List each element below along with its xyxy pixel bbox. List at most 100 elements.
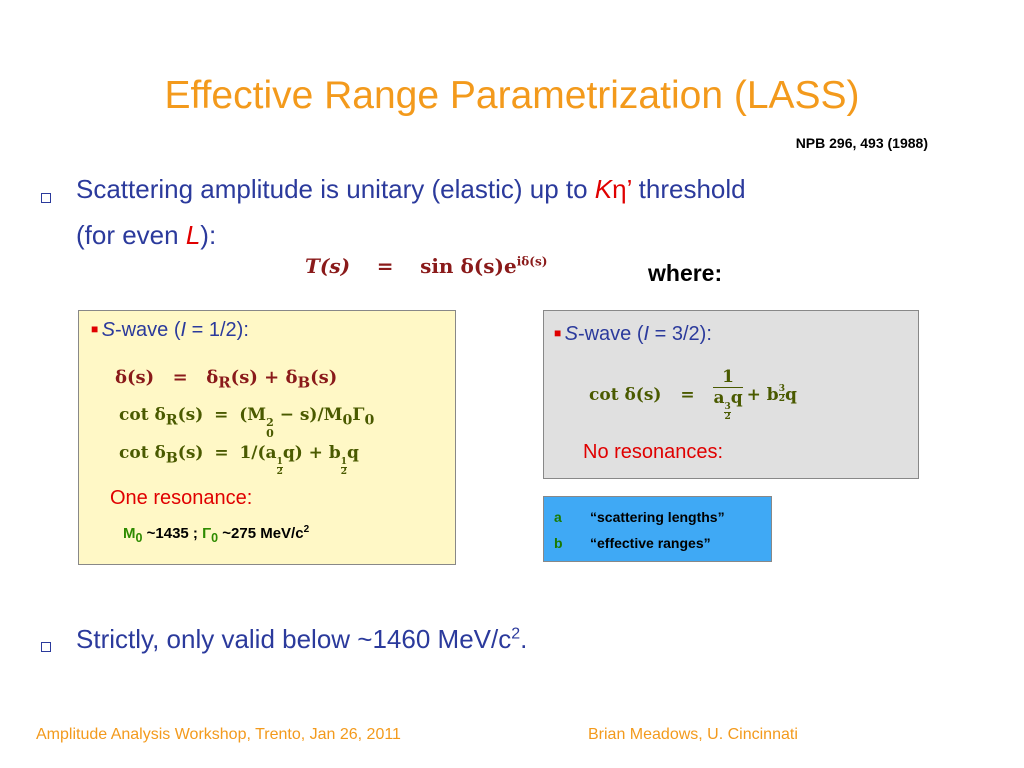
where: where: [648, 260, 723, 286]
text: (for even [76, 220, 186, 250]
text: 2 [340, 467, 347, 477]
text: cot δ [119, 405, 166, 425]
legend-row: b “effective ranges” [554, 535, 711, 551]
text: − s)/M [273, 405, 343, 425]
text: Γ [352, 405, 365, 425]
bullet-text: (for even L): [76, 220, 216, 251]
text: (M [239, 405, 267, 425]
text: R [218, 373, 231, 392]
text: “scattering lengths” [590, 509, 725, 525]
text: = 1/2): [186, 319, 249, 341]
text: Strictly, only valid below ~1460 MeV/c [76, 624, 512, 654]
text: K [594, 174, 613, 204]
text: threshold [631, 174, 746, 204]
text: = [680, 384, 695, 405]
text: 3 [778, 384, 785, 395]
text: T(s) [305, 254, 351, 278]
text: L [185, 220, 201, 250]
footer-left: Amplitude Analysis Workshop, Trento, Jan… [36, 726, 401, 743]
text: q [730, 388, 743, 408]
text: Γ [202, 525, 212, 542]
text: 0 [364, 412, 375, 429]
legend-box: a “scattering lengths” b “effective ranges… [543, 496, 772, 562]
text: “effective ranges” [590, 535, 711, 551]
text: = [172, 367, 188, 388]
formula: cot δR(s) = (M 2 0 − s)/M0Γ0 [119, 405, 374, 439]
bullet-icon [41, 193, 51, 203]
text: + b [746, 384, 779, 405]
text: b [554, 535, 563, 551]
text: ): [200, 220, 217, 250]
text: = [214, 443, 229, 463]
text: (s) [310, 367, 338, 388]
title: Effective Range Parametrization (LASS) [164, 74, 860, 117]
bullet-text: Strictly, only valid below ~1460 MeV/c2. [76, 624, 527, 655]
text: δ [206, 367, 219, 388]
text: . [520, 624, 528, 654]
formula: δ(s) = δR(s) + δB(s) [115, 367, 337, 392]
text: 1/(a [239, 443, 277, 463]
heading: ■ S-wave (I = 3/2): [554, 323, 712, 345]
bullet-icon [41, 642, 51, 652]
text: 2 [276, 467, 283, 477]
text: Scattering amplitude is unitary (elastic… [76, 174, 595, 204]
text: q [784, 384, 797, 405]
text: = [376, 254, 394, 278]
text: ~275 MeV/c [218, 525, 304, 542]
text: (s) [177, 405, 204, 425]
text: q [347, 443, 359, 463]
text: a [554, 509, 562, 525]
text: = 3/2): [649, 323, 712, 345]
text: sin δ(s)e [420, 254, 517, 278]
text: 2 [778, 394, 785, 404]
text: ~1435 ; [142, 525, 203, 542]
formula: T(s) = sin δ(s)eiδ(s) [305, 254, 547, 278]
text: cot δ [119, 443, 166, 463]
text: δ(s) [115, 367, 155, 388]
text: I [180, 319, 187, 341]
text: -wave ( [114, 319, 181, 341]
text: 0 [135, 531, 143, 545]
text: 2 [266, 416, 274, 429]
note: No resonances: [583, 441, 724, 463]
text: 0 [342, 412, 353, 429]
left-box: ■ S-wave (I = 1/2): δ(s) = δR(s) + δB(s) c… [78, 310, 456, 565]
text: a [713, 388, 725, 408]
text: 2 [724, 412, 731, 422]
text: 1 [276, 457, 283, 468]
text: ’ [626, 174, 632, 204]
reference: NPB 296, 493 (1988) [795, 135, 928, 151]
text: -wave ( [577, 323, 644, 345]
text: (s) [177, 443, 204, 463]
text: 0 [266, 427, 274, 440]
text: 1 [340, 457, 347, 468]
text: 1 [713, 367, 743, 388]
footer-right: Brian Meadows, U. Cincinnati [588, 726, 798, 743]
note: One resonance: [110, 487, 253, 509]
text: 2 [511, 625, 521, 643]
text: R [165, 412, 178, 429]
text: B [297, 373, 311, 392]
text: S [564, 323, 578, 345]
legend-row: a “scattering lengths” [554, 509, 725, 525]
text: B [165, 450, 178, 467]
text: (s) + δ [230, 367, 298, 388]
text: M [123, 525, 136, 542]
text: I [643, 323, 650, 345]
bullet-text: Scattering amplitude is unitary (elastic… [76, 174, 746, 205]
text: η [612, 174, 627, 204]
text: cot δ(s) [589, 384, 662, 405]
text: = [214, 405, 229, 425]
heading: ■ S-wave (I = 1/2): [91, 319, 249, 341]
text: S [101, 319, 115, 341]
text: iδ(s) [516, 254, 548, 269]
text: 2 [303, 524, 310, 535]
values: M0 ~1435 ; Γ0 ~275 MeV/c2 [123, 524, 309, 545]
text: q) + b [282, 443, 341, 463]
text: 3 [724, 402, 731, 413]
text: 0 [211, 531, 219, 545]
